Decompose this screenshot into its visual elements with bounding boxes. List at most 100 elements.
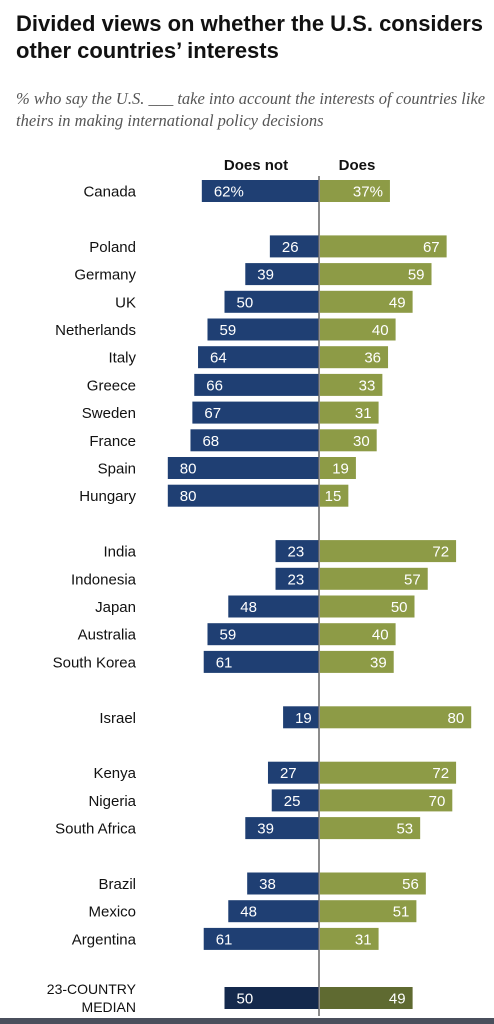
value-label-does-india: 72 [432,544,449,561]
category-label-mexico: Mexico [88,904,136,921]
value-label-does-not-india: 23 [288,544,305,561]
category-label-south-korea: South Korea [53,654,137,671]
value-label-does-not-netherlands: 59 [219,322,236,339]
category-label-italy: Italy [108,350,136,367]
value-label-does-not-south-africa: 39 [257,821,274,838]
value-label-does-not-mexico: 48 [240,904,257,921]
value-label-does-south-korea: 39 [370,654,387,671]
bar-does-not-india [275,540,319,563]
category-label-median-line1: 23-COUNTRY [47,981,137,997]
value-label-does-not-nigeria: 25 [284,793,301,810]
value-label-does-not-indonesia: 23 [288,571,305,588]
bar-does-not-uk [224,290,319,313]
category-label-japan: Japan [95,599,136,616]
bar-does-not-australia [207,623,319,646]
category-label-france: France [89,433,136,450]
bar-does-australia [320,623,396,646]
bar-does-south-africa [320,817,421,840]
value-label-does-italy: 36 [364,350,381,367]
value-label-does-not-israel: 19 [295,710,312,727]
bar-does-not-hungary [167,484,319,507]
value-label-does-not-hungary: 80 [180,488,197,505]
bar-does-median [320,987,413,1009]
category-label-canada: Canada [83,184,136,201]
category-label-hungary: Hungary [79,488,136,505]
value-label-does-sweden: 31 [355,405,372,422]
bar-does-not-south-africa [245,817,319,840]
value-label-does-poland: 67 [423,239,440,256]
bar-does-netherlands [320,318,396,341]
bar-does-not-kenya [267,761,319,784]
legend-does-not: Does not [224,157,288,174]
category-label-netherlands: Netherlands [55,322,136,339]
bar-does-kenya [320,761,457,784]
bar-does-not-south-korea [203,650,319,673]
bar-does-south-korea [320,650,394,673]
value-label-does-canada: 37% [353,184,383,201]
category-label-spain: Spain [98,461,136,478]
value-label-does-not-poland: 26 [282,239,299,256]
bar-does-india [320,540,457,563]
value-label-does-france: 30 [353,433,370,450]
legend-does: Does [339,157,376,174]
bar-does-not-sweden [192,401,319,424]
value-label-does-not-kenya: 27 [280,765,297,782]
value-label-does-not-brazil: 38 [259,876,276,893]
value-label-does-nigeria: 70 [429,793,446,810]
category-label-israel: Israel [99,710,136,727]
value-label-does-not-australia: 59 [219,627,236,644]
value-label-does-not-germany: 39 [257,267,274,284]
bar-does-indonesia [320,567,428,590]
category-label-median-line2: MEDIAN [82,999,136,1015]
value-label-does-brazil: 56 [402,876,419,893]
bar-does-not-greece [194,373,319,396]
bar-does-not-median [224,987,319,1009]
value-label-does-japan: 50 [391,599,408,616]
value-label-does-greece: 33 [359,377,376,394]
bar-does-brazil [320,872,426,895]
category-label-south-africa: South Africa [55,821,137,838]
category-label-indonesia: Indonesia [71,571,137,588]
category-label-sweden: Sweden [82,405,136,422]
value-label-does-mexico: 51 [393,904,410,921]
category-label-india: India [103,544,136,561]
bar-does-france [320,429,377,452]
bar-does-japan [320,595,415,618]
bar-does-not-poland [269,235,319,258]
value-label-does-not-sweden: 67 [204,405,221,422]
chart-subtitle: % who say the U.S. ___ take into account… [16,89,486,130]
value-label-does-kenya: 72 [432,765,449,782]
category-label-brazil: Brazil [98,876,136,893]
bar-does-hungary [320,484,349,507]
bar-does-not-nigeria [271,789,319,812]
bar-does-not-germany [245,263,319,286]
bar-does-not-spain [167,457,319,479]
footer-divider [0,1018,494,1024]
bar-does-not-argentina [203,927,319,950]
bar-does-sweden [320,401,379,424]
value-label-does-argentina: 31 [355,931,372,948]
bar-does-mexico [320,900,417,923]
bars-layer: 62% 37% Canada 26 67 Poland 39 59 Germany 50 49 UK 5… [47,180,472,1015]
category-label-greece: Greece [87,377,136,394]
value-label-does-not-uk: 50 [237,294,254,311]
value-label-does-indonesia: 57 [404,571,421,588]
category-label-australia: Australia [78,627,137,644]
value-label-does-not-median: 50 [237,991,254,1008]
value-label-does-south-africa: 53 [396,821,413,838]
bar-does-not-brazil [247,872,319,895]
bar-does-not-indonesia [275,567,319,590]
category-label-kenya: Kenya [93,765,136,782]
value-label-does-netherlands: 40 [372,322,389,339]
bar-does-not-japan [228,595,319,618]
category-label-nigeria: Nigeria [88,793,136,810]
category-label-poland: Poland [89,239,136,256]
bar-does-not-netherlands [207,318,319,341]
bar-does-germany [320,263,432,286]
bar-does-argentina [320,927,379,950]
value-label-does-australia: 40 [372,627,389,644]
category-label-argentina: Argentina [72,931,137,948]
value-label-does-spain: 19 [332,461,349,478]
bar-does-nigeria [320,789,453,812]
value-label-does-uk: 49 [389,294,406,311]
